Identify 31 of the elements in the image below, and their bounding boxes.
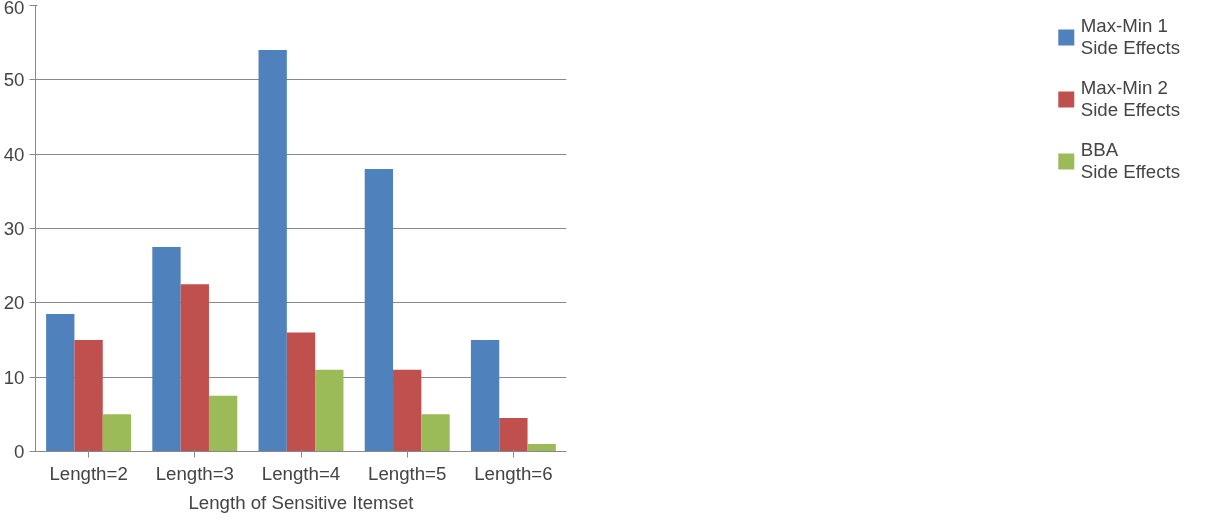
bar <box>74 340 103 452</box>
bar <box>152 247 181 452</box>
x-tick-label: Length=5 <box>368 462 447 484</box>
legend-label: BBA Side Effects <box>1080 139 1180 183</box>
bar <box>364 169 394 452</box>
x-axis-title: Length of Sensitive Itemset <box>188 491 415 513</box>
x-tick-label: Length=2 <box>49 462 128 484</box>
bar <box>499 418 528 452</box>
bar <box>421 414 450 452</box>
y-tick-label: 60 <box>3 0 25 18</box>
y-tick-label: 20 <box>3 292 25 314</box>
bar <box>258 50 287 452</box>
y-tick-label: 0 <box>14 441 25 462</box>
bar <box>470 340 500 452</box>
bar <box>393 369 422 452</box>
x-tick-label: Length=6 <box>474 462 553 484</box>
legend-label: Max-Min 1 Side Effects <box>1080 15 1180 59</box>
bar <box>102 414 132 452</box>
x-tick-label: Length=4 <box>261 462 341 484</box>
y-tick-label: 10 <box>3 366 25 388</box>
y-tick-label: 30 <box>3 218 25 239</box>
legend-label: Max-Min 2 Side Effects <box>1080 77 1180 121</box>
x-tick-label: Length=3 <box>155 462 234 484</box>
bar <box>208 395 238 452</box>
y-tick-label: 50 <box>3 69 25 91</box>
bar <box>315 369 344 452</box>
y-tick-label: 40 <box>3 143 25 165</box>
bar <box>286 332 316 452</box>
bar <box>46 313 75 452</box>
bar <box>527 444 556 452</box>
bar <box>180 284 209 452</box>
